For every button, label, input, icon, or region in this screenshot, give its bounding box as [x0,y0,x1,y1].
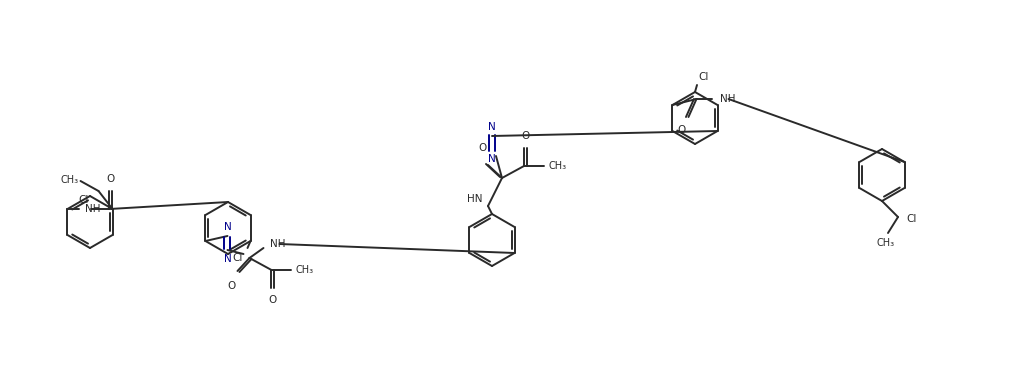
Text: Cl: Cl [906,214,917,224]
Text: O: O [106,174,114,184]
Text: N: N [224,222,232,232]
Text: NH: NH [86,204,101,214]
Text: HN: HN [467,194,482,204]
Text: Cl: Cl [698,72,709,82]
Text: CH₃: CH₃ [877,238,895,248]
Text: N: N [224,254,232,264]
Text: Cl: Cl [79,195,89,205]
Text: Cl: Cl [232,253,243,263]
Text: O: O [228,281,236,291]
Text: N: N [488,154,496,164]
Text: N: N [488,122,496,132]
Text: O: O [478,143,486,153]
Text: CH₃: CH₃ [548,161,566,171]
Text: NH: NH [271,239,286,249]
Text: O: O [269,295,277,305]
Text: O: O [521,131,529,141]
Text: NH: NH [721,94,736,104]
Text: CH₃: CH₃ [295,265,313,275]
Text: O: O [677,125,685,135]
Text: CH₃: CH₃ [60,175,79,185]
